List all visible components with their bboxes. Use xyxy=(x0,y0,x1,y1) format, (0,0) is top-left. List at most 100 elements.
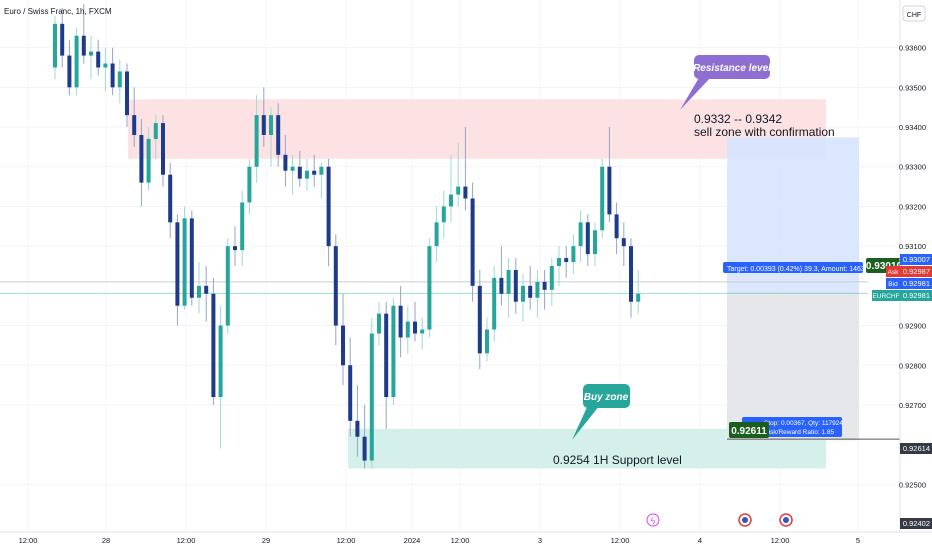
candle xyxy=(189,210,194,306)
position-stop-area[interactable] xyxy=(727,293,859,441)
price-tick-label: 0.93100 xyxy=(899,242,926,251)
time-tick-label: 28 xyxy=(102,536,110,545)
symbol-title: Euro / Swiss Franc, 1h, FXCM xyxy=(4,7,112,16)
time-tick-label: 4 xyxy=(698,536,702,545)
svg-text:Ask: Ask xyxy=(888,269,900,276)
candle xyxy=(549,258,554,306)
candle xyxy=(197,262,201,314)
candle xyxy=(103,47,108,92)
candle xyxy=(297,150,302,187)
candle xyxy=(427,238,432,338)
support-text: 0.9254 1H Support level xyxy=(553,453,682,467)
svg-text:0.92987: 0.92987 xyxy=(903,267,930,276)
candle xyxy=(240,190,245,266)
candle xyxy=(355,385,360,457)
candle xyxy=(290,154,295,195)
candle xyxy=(521,273,525,322)
buy-callout-box xyxy=(583,384,630,408)
svg-text:EURCHF: EURCHF xyxy=(872,293,899,300)
stop-axis-tag: 0.92614 xyxy=(900,443,932,454)
symbol-tag: EURCHF 0.92981 xyxy=(872,290,932,301)
svg-text:ϟ: ϟ xyxy=(651,516,656,526)
event-icon-flag-1[interactable] xyxy=(738,513,752,527)
candle xyxy=(377,301,381,346)
time-tick-label: 12:00 xyxy=(177,536,196,545)
svg-text:0.93010: 0.93010 xyxy=(866,261,903,272)
buy-callout[interactable]: Buy zone xyxy=(572,384,630,440)
candle xyxy=(153,115,158,159)
candle xyxy=(614,202,619,255)
event-icon-lightning[interactable]: ϟ xyxy=(646,513,660,527)
price-tick-label: 0.92800 xyxy=(899,361,926,370)
candle xyxy=(441,190,446,239)
svg-text:Target: 0.00393 (0.42%) 39.3,: Target: 0.00393 (0.42%) 39.3, Amount: 14… xyxy=(727,266,875,273)
candle xyxy=(146,127,151,191)
candle xyxy=(499,246,504,306)
resistance-callout[interactable]: Resistance level xyxy=(680,55,771,110)
candle xyxy=(636,269,641,314)
price-tick-label: 0.92700 xyxy=(899,401,926,410)
time-axis[interactable]: 12:00 28 12:00 29 12:00 2024 12:00 3 12:00 4 12:00… xyxy=(0,531,932,545)
price-tick-label: 0.93500 xyxy=(899,83,926,92)
candle xyxy=(607,127,612,223)
candle xyxy=(470,182,475,302)
svg-text:0.92614: 0.92614 xyxy=(903,444,930,453)
candle xyxy=(333,234,338,346)
candle xyxy=(81,3,86,64)
candle xyxy=(269,107,273,167)
candle xyxy=(571,234,576,274)
candle xyxy=(384,301,389,429)
candle xyxy=(492,266,497,342)
candle xyxy=(233,226,237,266)
candle xyxy=(60,7,65,68)
resistance-text-2: sell zone with confirmation xyxy=(694,125,835,139)
candle xyxy=(74,27,79,96)
svg-text:0.92981: 0.92981 xyxy=(903,279,930,288)
time-tick-label: 3 xyxy=(538,536,542,545)
candle xyxy=(477,269,482,370)
price-tick-label: 0.93400 xyxy=(899,123,926,132)
candle xyxy=(578,210,583,263)
candle xyxy=(261,87,266,147)
candle xyxy=(53,15,57,80)
event-icon-flag-2[interactable] xyxy=(779,513,793,527)
buy-callout-label: Buy zone xyxy=(584,392,629,403)
candle xyxy=(391,297,396,405)
price-tick-label: 0.92500 xyxy=(899,480,926,489)
currency-button-label: CHF xyxy=(907,12,921,19)
candle xyxy=(168,162,173,239)
target-axis-tag: 0.93007 xyxy=(900,254,932,265)
candle xyxy=(125,63,129,128)
time-tick-label: 12:00 xyxy=(771,536,790,545)
bottom-axis-tag: 0.92402 xyxy=(900,518,932,529)
candle xyxy=(211,277,216,405)
candle xyxy=(312,154,317,187)
price-tick-label: 0.92900 xyxy=(899,322,926,331)
candle xyxy=(621,222,626,266)
resistance-zone[interactable] xyxy=(128,99,826,159)
resistance-text-1: 0.9332 -- 0.9342 xyxy=(694,112,782,126)
candle xyxy=(434,206,439,263)
candle xyxy=(247,158,252,215)
currency-button[interactable] xyxy=(902,5,926,22)
candle xyxy=(283,134,288,187)
candle xyxy=(305,158,309,191)
candle xyxy=(405,305,410,354)
candle xyxy=(535,269,540,318)
svg-text:Risk/Reward Ratio: 1.85: Risk/Reward Ratio: 1.85 xyxy=(764,429,834,436)
candle xyxy=(341,293,345,386)
resistance-callout-box xyxy=(694,55,770,79)
candle xyxy=(557,246,561,286)
candle xyxy=(398,285,403,358)
candle xyxy=(369,317,374,469)
candle xyxy=(528,266,533,310)
candle xyxy=(585,214,590,266)
price-tick-label: 0.93200 xyxy=(899,202,926,211)
stop-price-tag: 0.92611 xyxy=(729,422,769,438)
candle xyxy=(319,162,324,199)
resistance-callout-label: Resistance level xyxy=(693,63,771,74)
svg-text:0.92981: 0.92981 xyxy=(903,291,930,300)
ask-tag: Ask 0.92987 xyxy=(886,266,932,277)
price-tick-label: 0.93600 xyxy=(899,44,926,53)
